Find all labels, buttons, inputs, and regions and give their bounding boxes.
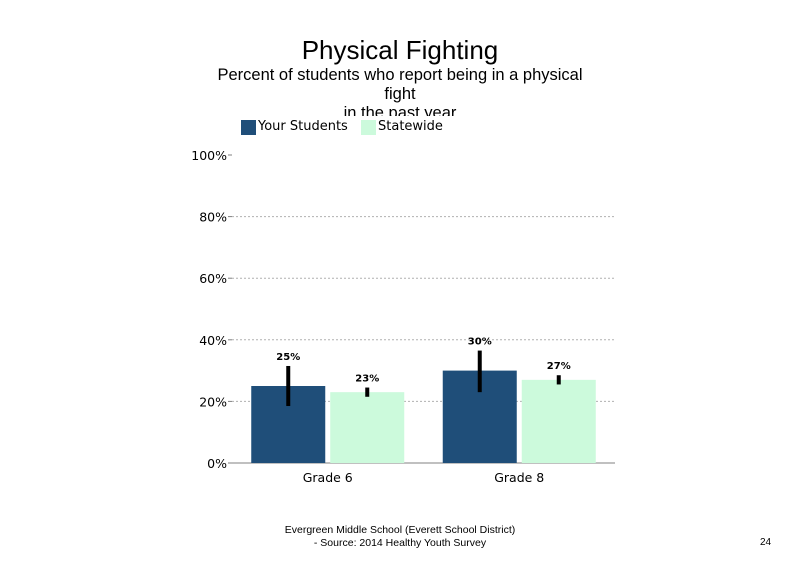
y-tick-label: 60% (199, 271, 227, 286)
x-category-label: Grade 6 (303, 470, 353, 485)
bar (330, 392, 405, 463)
legend-swatch-your-students (241, 120, 256, 135)
footer-line-1: Evergreen Middle School (Everett School … (284, 524, 516, 536)
y-tick-label: 0% (207, 456, 227, 471)
y-tick-label: 40% (199, 333, 227, 348)
page-number: 24 (760, 537, 772, 548)
data-label: 25% (276, 352, 300, 363)
chart-title: Physical Fighting (301, 35, 499, 65)
data-label: 30% (468, 337, 492, 348)
legend-label-statewide: Statewide (378, 119, 443, 134)
subtitle-line-3: in the past year (343, 104, 457, 116)
chart-subtitle: Percent of students who report being in … (200, 66, 600, 116)
footer-source: Evergreen Middle School (Everett School … (200, 524, 600, 550)
legend-label-your-students: Your Students (258, 119, 348, 134)
data-label: 27% (547, 361, 571, 372)
y-tick-label: 20% (199, 394, 227, 409)
bar (521, 379, 596, 463)
subtitle-line-1: Percent of students who report being in … (217, 66, 583, 84)
legend-swatch-statewide (361, 120, 376, 135)
data-label: 23% (355, 374, 379, 385)
subtitle-line-2: fight (384, 85, 416, 103)
y-tick-label: 80% (199, 210, 227, 225)
footer-line-2: - Source: 2014 Healthy Youth Survey (313, 537, 487, 549)
y-tick-label: 100% (191, 148, 227, 163)
x-category-label: Grade 8 (494, 470, 544, 485)
